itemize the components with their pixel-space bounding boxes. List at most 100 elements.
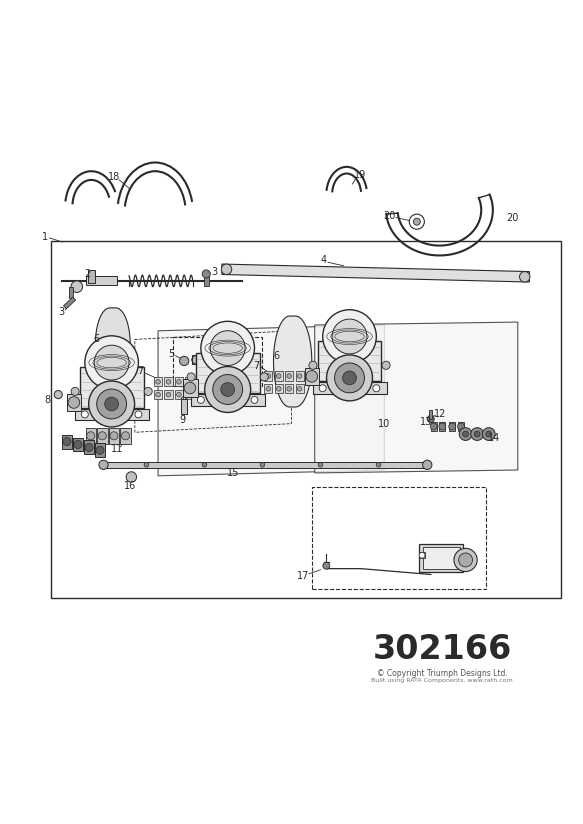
Circle shape [459,553,473,567]
Circle shape [202,269,210,278]
Circle shape [471,428,483,441]
Circle shape [427,415,434,423]
Circle shape [297,374,302,378]
Text: 6: 6 [93,334,100,344]
Circle shape [332,319,367,354]
Bar [73,438,83,452]
Bar [191,394,265,405]
Circle shape [96,447,104,454]
Circle shape [202,462,207,467]
Bar [185,377,194,386]
Circle shape [198,396,205,404]
Circle shape [213,375,243,405]
Bar [209,354,224,365]
Circle shape [486,431,491,437]
Bar [275,372,283,381]
Text: Built using RATA Components. www.rath.com: Built using RATA Components. www.rath.co… [371,678,513,683]
Bar [80,368,143,408]
Bar [164,377,173,386]
Circle shape [319,385,326,391]
Circle shape [82,411,88,418]
Text: 19: 19 [354,171,366,180]
Circle shape [177,380,181,384]
Bar [296,372,304,381]
Bar [419,544,463,572]
Bar [285,372,293,381]
Circle shape [306,371,318,382]
Bar [86,276,117,285]
Circle shape [326,355,373,400]
Bar [86,428,96,444]
Bar [67,394,82,411]
Circle shape [99,432,107,440]
Circle shape [166,392,171,397]
Polygon shape [96,308,130,381]
Text: 2: 2 [84,269,90,279]
Circle shape [144,462,149,467]
Bar [318,341,381,382]
Text: 20: 20 [383,211,395,221]
Circle shape [156,392,160,397]
Bar [423,546,460,569]
Bar [51,241,561,597]
Text: 16: 16 [124,480,136,490]
Circle shape [135,411,142,418]
Bar [183,379,198,396]
Circle shape [187,372,195,381]
Bar [192,355,205,364]
Bar [109,428,119,444]
Bar [264,384,272,393]
Text: 6: 6 [273,351,279,361]
Circle shape [276,374,281,378]
Circle shape [373,385,380,391]
Circle shape [99,460,108,470]
Circle shape [126,472,136,482]
Circle shape [474,431,480,437]
Circle shape [74,441,82,448]
Polygon shape [222,264,529,282]
Text: 13: 13 [420,417,432,427]
Text: 3: 3 [58,307,64,317]
Bar [62,434,72,448]
Bar [312,382,387,394]
Bar [89,270,96,283]
Text: 20: 20 [506,213,518,223]
Circle shape [144,387,152,396]
Bar [458,423,464,431]
Circle shape [519,272,530,282]
Text: 302166: 302166 [373,634,512,667]
Circle shape [266,374,271,378]
Circle shape [222,264,231,274]
Circle shape [89,381,135,427]
Circle shape [201,321,255,375]
Circle shape [266,386,271,391]
Text: 7: 7 [138,367,144,377]
Bar [175,390,183,400]
Circle shape [71,387,79,396]
Bar [154,377,162,386]
Circle shape [210,330,245,366]
Text: 12: 12 [434,409,446,419]
Text: 14: 14 [489,433,501,443]
Circle shape [180,356,189,366]
Circle shape [323,310,377,363]
Circle shape [85,336,138,390]
Circle shape [463,431,469,437]
Bar [164,390,173,400]
Circle shape [343,371,356,385]
Text: 8: 8 [45,395,51,405]
Circle shape [105,397,118,411]
Circle shape [439,423,446,430]
Bar [185,390,194,400]
Circle shape [177,392,181,397]
Circle shape [409,214,424,229]
Text: 15: 15 [227,468,240,478]
Text: 11: 11 [111,443,124,453]
Circle shape [449,423,456,430]
Bar [120,428,131,444]
Bar [154,390,162,400]
Text: © Copyright Triumph Designs Ltd.: © Copyright Triumph Designs Ltd. [377,668,508,677]
Circle shape [376,462,381,467]
Text: 1: 1 [42,232,48,241]
Bar [69,288,73,297]
